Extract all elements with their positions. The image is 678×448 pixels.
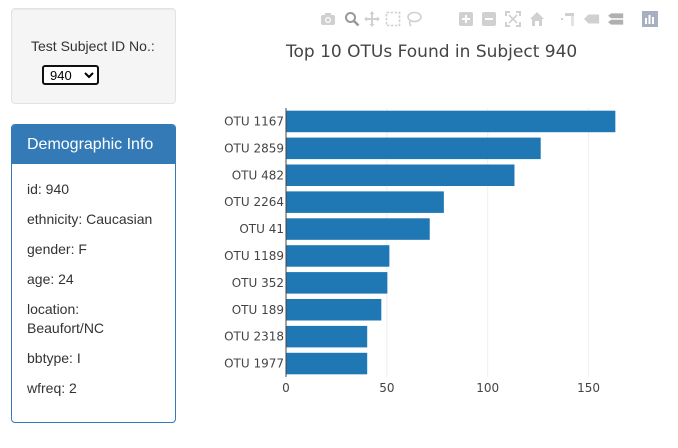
bar[interactable] bbox=[286, 298, 382, 321]
y-tick-label: OTU 2318 bbox=[224, 330, 284, 344]
x-tick-label: 100 bbox=[476, 381, 499, 395]
spike-lines-icon[interactable] bbox=[559, 11, 575, 27]
y-tick-label: OTU 1977 bbox=[224, 357, 284, 371]
demographic-ethnicity: ethnicity: Caucasian bbox=[27, 211, 153, 227]
hover-compare-icon[interactable] bbox=[608, 11, 624, 27]
demographic-location-label: location: bbox=[27, 301, 80, 317]
bar[interactable] bbox=[286, 110, 616, 133]
subject-selector-panel: Test Subject ID No.: 940 bbox=[11, 8, 176, 104]
lasso-select-icon[interactable] bbox=[406, 11, 422, 27]
demographic-age: age: 24 bbox=[27, 271, 74, 287]
y-tick-label: OTU 2264 bbox=[224, 195, 284, 209]
y-tick-label: OTU 482 bbox=[232, 168, 284, 182]
demographic-wfreq: wfreq: 2 bbox=[27, 380, 77, 396]
y-tick-label: OTU 2859 bbox=[224, 141, 284, 155]
zoom-in-icon[interactable] bbox=[458, 11, 474, 27]
subject-id-select[interactable]: 940 bbox=[42, 65, 99, 85]
autoscale-icon[interactable] bbox=[505, 11, 521, 27]
bar[interactable] bbox=[286, 137, 541, 160]
y-tick-label: OTU 1167 bbox=[224, 114, 284, 128]
zoom-out-icon[interactable] bbox=[481, 11, 497, 27]
x-tick-label: 50 bbox=[379, 381, 394, 395]
demographic-id: id: 940 bbox=[27, 181, 70, 197]
demographic-bbtype: bbtype: I bbox=[27, 350, 81, 366]
x-tick-label: 0 bbox=[282, 381, 290, 395]
bar[interactable] bbox=[286, 191, 444, 213]
y-tick-label: OTU 352 bbox=[232, 276, 284, 290]
box-select-icon[interactable] bbox=[385, 11, 401, 27]
plotly-logo-icon[interactable] bbox=[642, 11, 658, 27]
y-tick-label: OTU 189 bbox=[232, 303, 284, 317]
subject-selector-label: Test Subject ID No.: bbox=[31, 38, 155, 54]
demographic-info-header: Demographic Info bbox=[12, 125, 175, 164]
camera-icon[interactable] bbox=[320, 11, 336, 27]
pan-icon[interactable] bbox=[364, 11, 380, 27]
demographic-location-value: Beaufort/NC bbox=[27, 320, 105, 336]
hover-closest-icon[interactable] bbox=[584, 11, 600, 27]
bar[interactable] bbox=[286, 164, 515, 187]
x-tick-label: 150 bbox=[577, 381, 600, 395]
bar[interactable] bbox=[286, 245, 390, 267]
bar[interactable] bbox=[286, 218, 430, 240]
chart-modebar bbox=[320, 11, 665, 29]
bar[interactable] bbox=[286, 325, 368, 348]
bar[interactable] bbox=[286, 352, 368, 375]
y-tick-label: OTU 41 bbox=[239, 222, 284, 236]
bar[interactable] bbox=[286, 272, 388, 294]
chart-title: Top 10 OTUs Found in Subject 940 bbox=[286, 42, 578, 62]
zoom-icon[interactable] bbox=[344, 11, 360, 27]
demographic-info-panel: Demographic Info id: 940 ethnicity: Cauc… bbox=[11, 124, 176, 423]
demographic-gender: gender: F bbox=[27, 241, 87, 257]
y-tick-label: OTU 1189 bbox=[224, 249, 284, 263]
reset-axes-icon[interactable] bbox=[529, 11, 545, 27]
